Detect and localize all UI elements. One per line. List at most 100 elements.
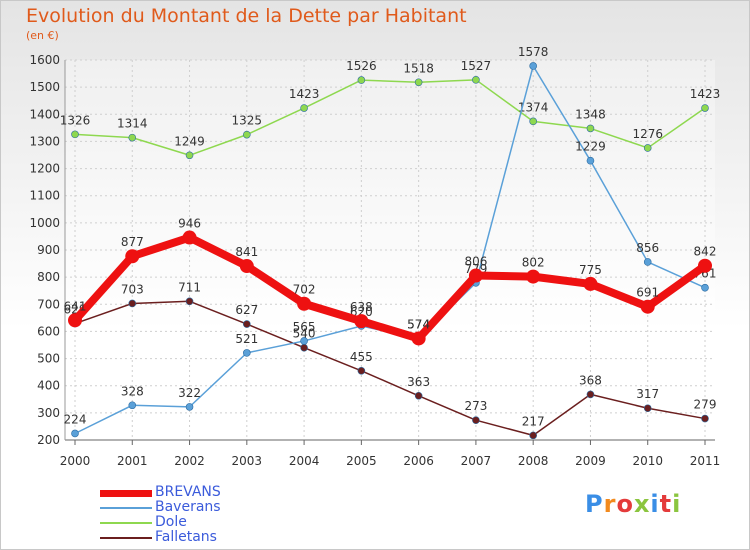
data-label: 946 — [178, 217, 201, 231]
legend-swatch — [100, 522, 152, 524]
data-point — [529, 431, 537, 440]
data-point — [529, 117, 537, 126]
data-label: 1527 — [461, 59, 492, 73]
data-label: 641 — [64, 299, 87, 313]
data-label: 455 — [350, 350, 373, 364]
series-line-dole — [74, 79, 706, 157]
data-label: 521 — [235, 332, 258, 346]
data-point — [586, 156, 595, 165]
y-tick-label: 600 — [37, 324, 60, 338]
data-label: 703 — [121, 282, 144, 296]
legend-label: Dole — [155, 514, 187, 530]
data-label: 574 — [407, 317, 430, 331]
y-tick-label: 700 — [37, 297, 60, 311]
data-label: 775 — [579, 263, 602, 277]
data-label: 322 — [178, 386, 201, 400]
data-label: 702 — [293, 283, 316, 297]
data-point — [71, 429, 79, 438]
data-point — [701, 104, 709, 112]
data-point — [586, 124, 595, 133]
data-point — [643, 404, 652, 413]
legend-label: Baverans — [155, 499, 221, 515]
data-point — [185, 297, 194, 306]
logo-letter: x — [633, 490, 651, 518]
data-point — [701, 283, 709, 292]
data-label: 565 — [293, 320, 316, 334]
x-tick-label: 2004 — [289, 454, 320, 468]
data-label: 1423 — [690, 87, 721, 101]
data-label: 638 — [350, 300, 373, 314]
y-tick-label: 1200 — [29, 162, 60, 176]
logo-letter: t — [659, 490, 673, 518]
data-point — [411, 331, 426, 346]
data-label: 627 — [235, 303, 258, 317]
data-label: 1526 — [346, 59, 377, 73]
data-point — [529, 62, 537, 70]
logo-letter: P — [585, 490, 604, 518]
y-tick-label: 1400 — [29, 107, 60, 121]
x-tick-label: 2011 — [690, 454, 721, 468]
data-point — [297, 296, 312, 311]
y-tick-label: 1600 — [29, 53, 60, 67]
data-label: 1276 — [632, 127, 663, 141]
data-label: 842 — [694, 245, 717, 259]
legend-swatch — [100, 537, 152, 539]
data-point — [125, 249, 140, 264]
data-point — [185, 151, 194, 160]
y-tick-label: 1000 — [29, 216, 60, 230]
data-point — [357, 366, 366, 375]
data-label: 841 — [235, 245, 258, 259]
y-tick-label: 300 — [37, 406, 60, 420]
data-point — [71, 130, 79, 139]
y-tick-label: 1100 — [29, 189, 60, 203]
data-point — [243, 349, 251, 357]
x-tick-label: 2002 — [174, 454, 205, 468]
legend-swatch — [100, 507, 152, 509]
legend-item-dole: Dole — [100, 514, 300, 530]
data-label: 691 — [636, 286, 659, 300]
y-tick-label: 200 — [37, 433, 60, 447]
data-point — [643, 258, 652, 266]
data-point — [586, 390, 595, 399]
data-point — [243, 320, 251, 328]
data-label: 224 — [64, 412, 87, 426]
x-tick-label: 2010 — [632, 454, 663, 468]
data-label: 1348 — [575, 107, 606, 121]
legend-swatch — [100, 490, 152, 497]
legend-item-falletans: Falletans — [100, 529, 300, 545]
data-label: 1249 — [174, 134, 205, 148]
data-label: 368 — [579, 373, 602, 387]
y-tick-label: 400 — [37, 379, 60, 393]
series-line-brevans — [72, 233, 708, 343]
data-label: 1374 — [518, 100, 549, 114]
data-label: 1578 — [518, 45, 549, 59]
legend-item-baverans: Baverans — [100, 499, 300, 515]
y-tick-label: 1500 — [29, 80, 60, 94]
chart-title: Evolution du Montant de la Dette par Hab… — [26, 5, 467, 27]
data-label: 540 — [293, 327, 316, 341]
data-label: 317 — [636, 387, 659, 401]
logo-letter: i — [650, 490, 660, 518]
data-label: 217 — [522, 414, 545, 428]
data-point — [128, 133, 137, 142]
data-label: 1326 — [60, 113, 91, 127]
data-point — [182, 230, 197, 245]
data-point — [526, 269, 541, 284]
legend-item-brevans: BREVANS — [100, 484, 300, 500]
data-point — [354, 314, 369, 329]
logo-letter: o — [616, 490, 634, 518]
legend-label: Falletans — [155, 529, 217, 545]
logo-letter: r — [603, 490, 617, 518]
data-label: 363 — [407, 375, 430, 389]
data-point — [185, 403, 194, 411]
data-point — [239, 259, 254, 274]
data-label: 279 — [694, 398, 717, 412]
x-tick-label: 2000 — [60, 454, 91, 468]
data-label: 1314 — [117, 117, 148, 131]
data-label: 1423 — [289, 87, 320, 101]
x-tick-label: 2005 — [346, 454, 377, 468]
legend-label: BREVANS — [155, 484, 221, 500]
data-label: 273 — [464, 399, 487, 413]
